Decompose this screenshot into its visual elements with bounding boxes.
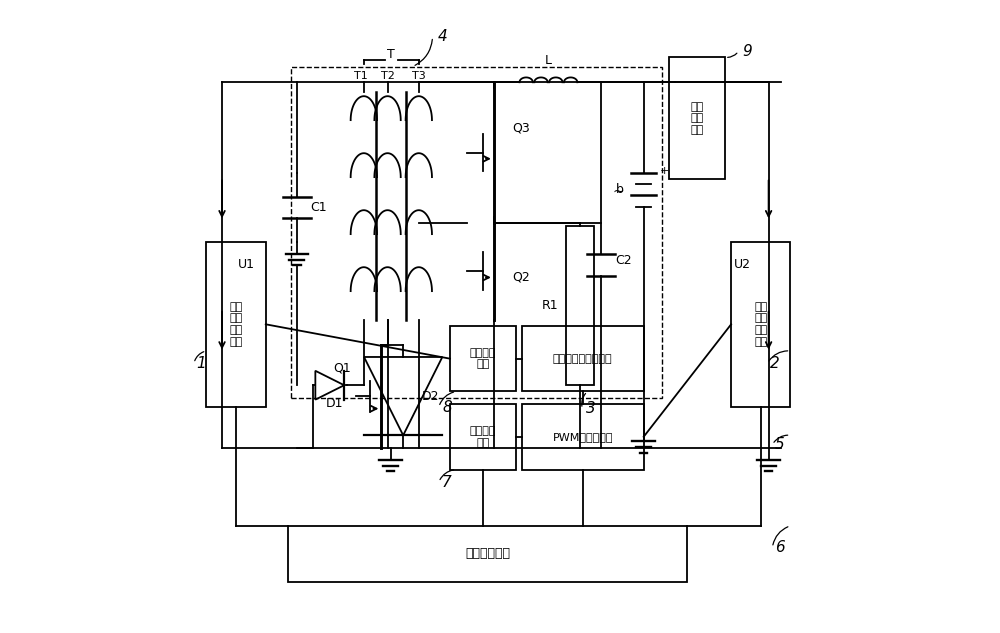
Text: PWM控制器单元: PWM控制器单元 [553, 432, 613, 442]
Bar [450, 326, 516, 391]
Text: L: L [545, 54, 552, 67]
Text: 4: 4 [438, 29, 447, 44]
Text: 7: 7 [442, 475, 452, 489]
Text: 5: 5 [775, 437, 785, 452]
Text: b: b [616, 183, 624, 196]
Bar [669, 57, 725, 179]
Text: 电流采样及处理单元: 电流采样及处理单元 [553, 354, 613, 364]
Text: 输入
电压
采样
单元: 输入 电压 采样 单元 [229, 302, 243, 347]
Text: 2: 2 [770, 356, 780, 371]
Text: 输出
电压
采样
单元: 输出 电压 采样 单元 [754, 302, 767, 347]
Bar [206, 242, 266, 407]
Text: 8: 8 [442, 399, 452, 415]
Text: C2: C2 [615, 254, 632, 266]
Bar [291, 66, 662, 398]
Text: 第一驱动
单元: 第一驱动 单元 [470, 426, 496, 448]
Text: C1: C1 [311, 201, 327, 214]
Bar [450, 404, 516, 470]
Text: D2: D2 [422, 390, 439, 403]
Bar [566, 226, 594, 385]
Text: 9: 9 [742, 44, 752, 58]
Text: Q1: Q1 [334, 361, 351, 375]
Text: U2: U2 [734, 258, 751, 272]
Text: T3: T3 [412, 71, 426, 81]
Text: R1: R1 [541, 299, 558, 312]
Bar [522, 404, 644, 470]
Text: D1: D1 [325, 398, 343, 410]
Text: 3: 3 [586, 401, 595, 417]
Text: 反接
保护
单元: 反接 保护 单元 [690, 101, 703, 135]
Text: 第二驱动
单元: 第二驱动 单元 [470, 348, 496, 370]
Text: T2: T2 [381, 71, 394, 81]
Bar [731, 242, 790, 407]
Bar [288, 526, 687, 582]
Bar [522, 326, 644, 391]
Text: 功能控制单元: 功能控制单元 [465, 548, 510, 560]
Text: U1: U1 [238, 258, 255, 272]
Text: 6: 6 [775, 540, 785, 555]
Text: 1: 1 [197, 356, 206, 371]
Text: Q2: Q2 [512, 271, 530, 284]
Text: T: T [387, 47, 395, 61]
Text: +: + [659, 166, 669, 176]
Text: Q3: Q3 [512, 121, 530, 134]
Text: ~: ~ [612, 185, 624, 199]
Text: T1: T1 [354, 71, 368, 81]
